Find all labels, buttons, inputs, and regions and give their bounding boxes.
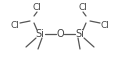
Text: O: O: [56, 29, 64, 39]
Text: Cl: Cl: [79, 2, 87, 12]
Text: Cl: Cl: [11, 20, 19, 30]
Text: Si: Si: [36, 29, 44, 39]
Text: Cl: Cl: [101, 20, 109, 30]
Text: Cl: Cl: [33, 2, 41, 12]
Text: Si: Si: [76, 29, 84, 39]
